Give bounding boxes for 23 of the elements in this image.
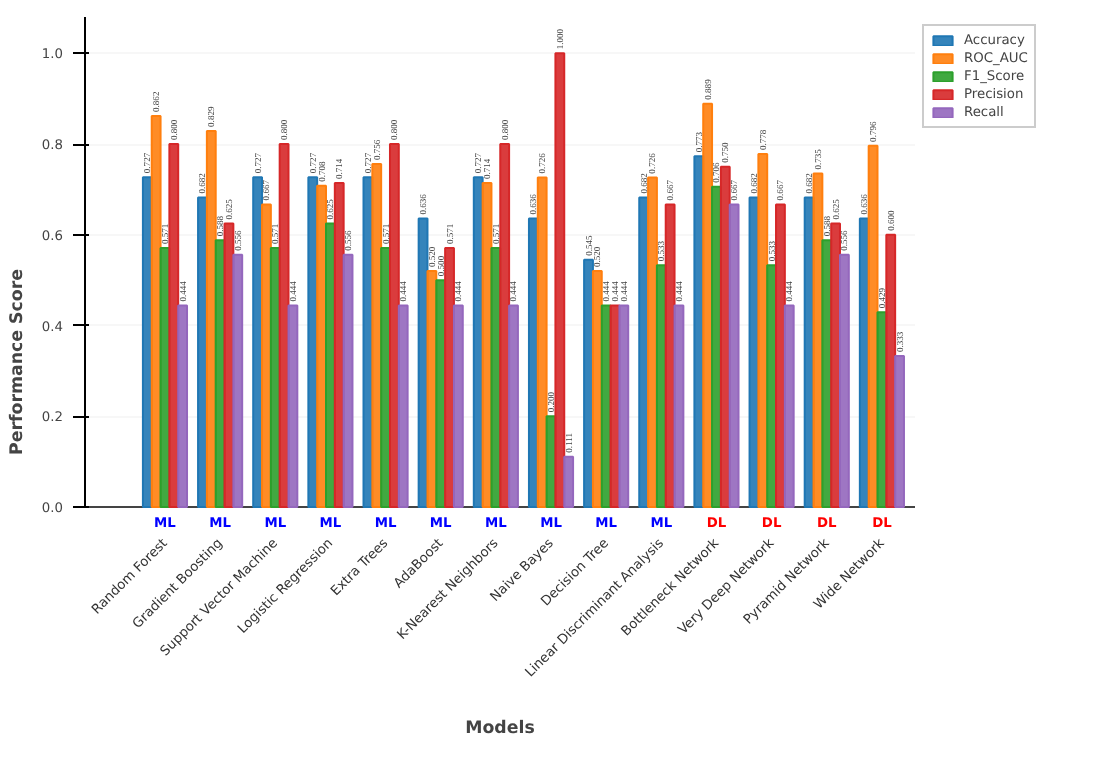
bar [342,253,354,508]
bar [388,143,400,508]
x-axis-title: Models [465,719,535,739]
bar [783,304,795,508]
bar [177,304,189,508]
bar [563,455,575,508]
bar [499,143,511,508]
bar [554,52,566,508]
bar [536,176,548,508]
bar [508,304,519,508]
bar [673,304,685,508]
y-axis-title: Performance Score [7,268,28,455]
bar [728,203,740,508]
bar [839,253,850,508]
bar [232,253,244,508]
bar [452,304,464,508]
bar [618,304,630,508]
bar [168,143,180,508]
bar [894,354,905,508]
bar [287,304,299,508]
bar [278,143,290,508]
bar [397,304,409,508]
bar [885,233,897,508]
